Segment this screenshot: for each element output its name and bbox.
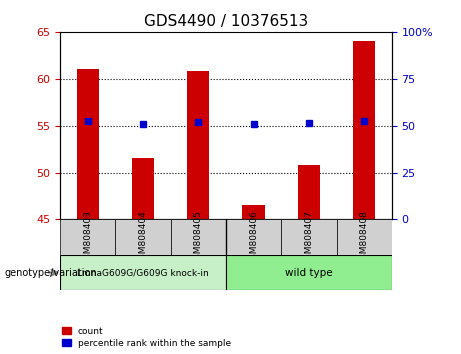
Bar bbox=[77, 69, 99, 219]
Bar bbox=[187, 71, 209, 219]
FancyBboxPatch shape bbox=[226, 219, 281, 255]
Legend: count, percentile rank within the sample: count, percentile rank within the sample bbox=[60, 325, 233, 349]
FancyBboxPatch shape bbox=[337, 219, 392, 255]
Text: GSM808404: GSM808404 bbox=[138, 210, 148, 264]
FancyBboxPatch shape bbox=[115, 219, 171, 255]
Text: genotype/variation: genotype/variation bbox=[5, 268, 97, 278]
Text: LmnaG609G/G609G knock-in: LmnaG609G/G609G knock-in bbox=[77, 268, 209, 277]
Bar bbox=[132, 158, 154, 219]
Text: GSM808408: GSM808408 bbox=[360, 210, 369, 265]
Text: GSM808406: GSM808406 bbox=[249, 210, 258, 265]
Bar bbox=[353, 41, 375, 219]
FancyBboxPatch shape bbox=[171, 219, 226, 255]
Title: GDS4490 / 10376513: GDS4490 / 10376513 bbox=[144, 14, 308, 29]
Bar bbox=[298, 165, 320, 219]
Bar bbox=[242, 205, 265, 219]
Text: GSM808403: GSM808403 bbox=[83, 210, 92, 265]
FancyBboxPatch shape bbox=[60, 219, 115, 255]
FancyBboxPatch shape bbox=[226, 255, 392, 290]
FancyBboxPatch shape bbox=[60, 255, 226, 290]
Text: wild type: wild type bbox=[285, 268, 333, 278]
Text: GSM808405: GSM808405 bbox=[194, 210, 203, 265]
FancyBboxPatch shape bbox=[281, 219, 337, 255]
Text: GSM808407: GSM808407 bbox=[304, 210, 313, 265]
